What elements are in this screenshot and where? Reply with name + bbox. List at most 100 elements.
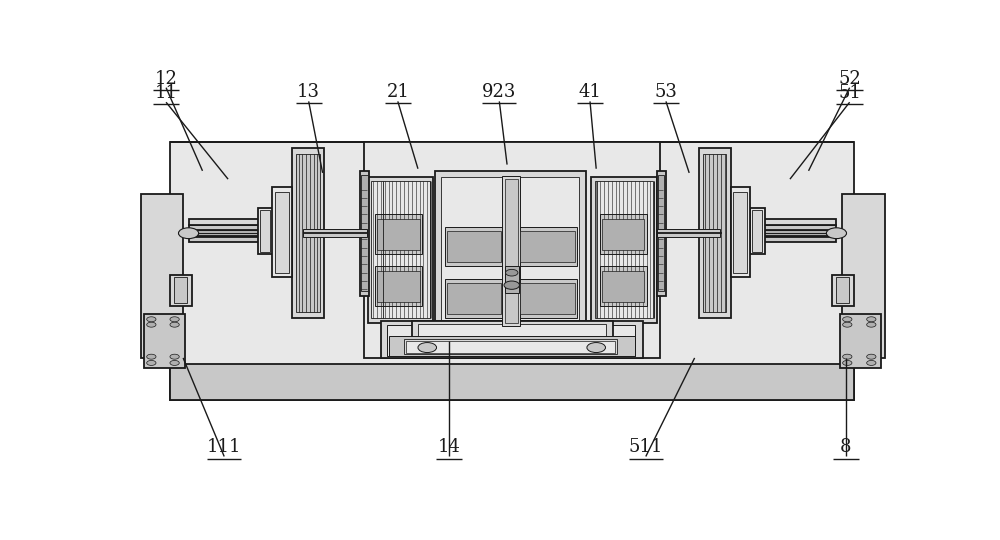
Bar — [140, 194, 183, 358]
Bar — [722, 230, 836, 235]
Bar — [505, 266, 519, 294]
Text: 8: 8 — [840, 438, 852, 456]
Text: 11: 11 — [155, 84, 178, 102]
Bar — [658, 175, 664, 292]
Bar — [375, 214, 422, 254]
Bar — [360, 171, 369, 295]
Bar — [296, 154, 320, 312]
Text: 511: 511 — [629, 438, 663, 456]
Circle shape — [587, 342, 606, 353]
Bar — [752, 210, 762, 252]
Circle shape — [178, 228, 199, 239]
Circle shape — [418, 342, 437, 353]
Bar — [174, 277, 187, 303]
Bar — [189, 219, 303, 225]
Bar — [364, 141, 660, 358]
Bar — [258, 208, 273, 254]
Bar — [731, 187, 750, 277]
Bar — [377, 219, 420, 250]
Bar — [722, 237, 836, 242]
Circle shape — [147, 360, 156, 366]
Circle shape — [867, 317, 876, 322]
Circle shape — [843, 360, 852, 366]
Text: 13: 13 — [297, 83, 320, 102]
Bar — [404, 339, 617, 354]
Bar — [377, 271, 420, 302]
Bar — [406, 341, 615, 353]
Bar — [170, 141, 854, 400]
Bar — [519, 279, 577, 319]
Bar — [189, 230, 303, 235]
Bar — [435, 171, 586, 331]
Bar — [189, 237, 303, 242]
Bar — [600, 214, 647, 254]
Bar — [170, 364, 854, 400]
Text: 923: 923 — [482, 83, 517, 102]
Bar — [836, 277, 849, 303]
Bar — [381, 321, 643, 358]
Bar — [447, 283, 501, 314]
Bar — [418, 324, 606, 337]
Bar — [591, 177, 657, 322]
Text: 53: 53 — [655, 83, 677, 102]
Bar — [750, 208, 765, 254]
Bar — [375, 266, 422, 306]
Bar — [505, 179, 518, 322]
Bar — [602, 219, 644, 250]
Circle shape — [170, 360, 179, 366]
Bar — [520, 231, 574, 262]
Bar — [371, 181, 430, 319]
Bar — [189, 225, 303, 230]
Circle shape — [867, 360, 876, 366]
Text: 111: 111 — [207, 438, 241, 456]
Text: 12: 12 — [155, 70, 178, 87]
Bar — [170, 275, 192, 306]
Bar — [275, 192, 289, 273]
Text: 41: 41 — [579, 83, 601, 102]
Circle shape — [170, 317, 179, 322]
Text: 51: 51 — [838, 84, 861, 102]
Bar — [441, 177, 579, 326]
Bar — [832, 275, 854, 306]
Bar — [303, 229, 367, 238]
Bar — [733, 192, 747, 273]
Circle shape — [170, 322, 179, 327]
Bar — [387, 325, 635, 356]
Circle shape — [843, 317, 852, 322]
Bar — [722, 225, 836, 230]
Bar — [292, 148, 324, 319]
Bar — [520, 283, 574, 314]
Circle shape — [506, 269, 518, 276]
Text: 14: 14 — [438, 438, 460, 456]
Circle shape — [867, 322, 876, 327]
Bar — [502, 176, 520, 326]
Bar — [272, 187, 292, 277]
Bar — [698, 148, 731, 319]
Circle shape — [147, 354, 156, 359]
Bar — [368, 177, 433, 322]
Bar — [842, 194, 885, 358]
Circle shape — [147, 317, 156, 322]
Bar — [445, 279, 503, 319]
Circle shape — [170, 354, 179, 359]
Bar — [260, 210, 270, 252]
Bar — [445, 227, 503, 266]
Circle shape — [147, 322, 156, 327]
Bar — [657, 171, 666, 295]
Bar — [722, 219, 836, 225]
Bar — [388, 336, 635, 356]
Bar — [595, 181, 653, 319]
Circle shape — [843, 322, 852, 327]
Circle shape — [504, 281, 519, 289]
Bar — [602, 271, 644, 302]
Text: 21: 21 — [386, 83, 409, 102]
Bar — [600, 266, 647, 306]
Circle shape — [826, 228, 847, 239]
Bar — [519, 227, 577, 266]
Circle shape — [843, 354, 852, 359]
Bar — [361, 175, 368, 292]
Text: 52: 52 — [838, 70, 861, 87]
Circle shape — [867, 354, 876, 359]
Bar — [840, 314, 881, 368]
Bar — [412, 321, 613, 339]
